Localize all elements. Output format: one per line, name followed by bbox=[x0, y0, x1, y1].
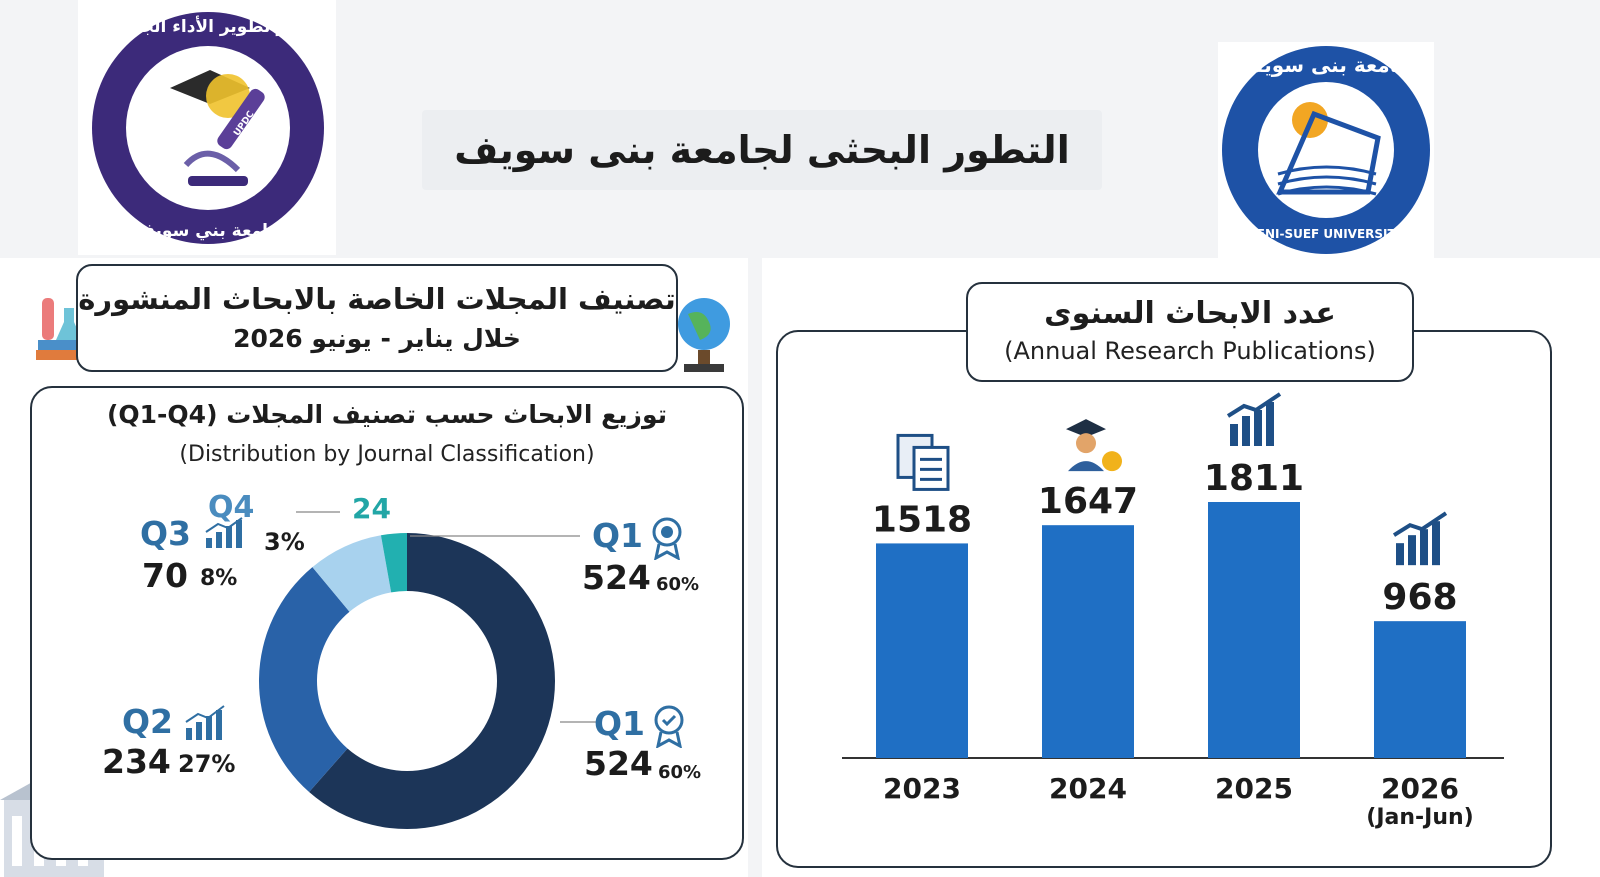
q1-bottom-pct: 60% bbox=[658, 762, 702, 783]
lab-flasks-icon bbox=[36, 298, 96, 360]
award-icon bbox=[650, 516, 684, 564]
bar-value-label: 1518 bbox=[872, 499, 972, 540]
bar-2024 bbox=[1042, 525, 1134, 758]
bar-chart: 1518 2023 1647 2024 1811 2025 968 2026(Jan-Jun) bbox=[842, 392, 1504, 830]
x-tick-label: 2025 bbox=[1215, 772, 1293, 805]
growth-chart-icon bbox=[1226, 392, 1282, 446]
award-icon bbox=[652, 704, 686, 752]
bar-growth-icon bbox=[184, 704, 228, 746]
donut-chart bbox=[258, 533, 555, 829]
growth-chart-icon bbox=[1392, 511, 1448, 566]
left-panel-subtitle: خلال يناير - يونيو 2026 bbox=[233, 324, 521, 353]
bsu-bottom-text: BENI-SUEF UNIVERSITY bbox=[1248, 227, 1405, 241]
right-title-box: عدد الابحاث السنوى (Annual Research Publ… bbox=[966, 282, 1414, 382]
documents-icon bbox=[896, 433, 950, 491]
q3-pct: 8% bbox=[200, 566, 238, 591]
q1-bottom-value: 524 bbox=[584, 744, 653, 783]
q3-value: 70 bbox=[142, 556, 188, 595]
donut-title: توزيع الابحاث حسب تصنيف المجلات (Q1-Q4) bbox=[106, 400, 668, 429]
bar-2023 bbox=[876, 543, 968, 758]
q1-top-value: 524 bbox=[582, 558, 651, 597]
q2-label: Q2 bbox=[122, 702, 174, 741]
bar-value-label: 1647 bbox=[1038, 481, 1138, 522]
q1-top-pct: 60% bbox=[656, 574, 700, 595]
bar-value-label: 1811 bbox=[1204, 458, 1304, 499]
donut-subtitle: (Distribution by Journal Classification) bbox=[179, 442, 595, 467]
bars-subtitle: (Annual Research Publications) bbox=[1004, 337, 1376, 365]
x-tick-label: 2023 bbox=[883, 772, 961, 805]
bar-2025 bbox=[1208, 502, 1300, 758]
updc-arc-text: مركز تطوير الأداء الجامعي bbox=[98, 16, 318, 37]
q3-label: Q3 bbox=[140, 514, 192, 553]
bars-title: عدد الابحاث السنوى bbox=[1044, 296, 1336, 331]
donut-slice-q3 bbox=[312, 535, 392, 612]
x-tick-label: 2026 bbox=[1381, 772, 1459, 805]
leader-lines bbox=[296, 511, 598, 723]
updc-bottom-text: جامعة بني سويف bbox=[135, 221, 280, 241]
q4-value: 24 bbox=[352, 492, 391, 525]
donut-slice-q1 bbox=[309, 533, 555, 829]
left-panel-title: تصنيف المجلات الخاصة بالابحاث المنشورة bbox=[78, 282, 676, 316]
header-title-strip: التطور البحثى لجامعة بنى سويف bbox=[422, 110, 1102, 190]
bsu-logo: جامعة بنى سويف BENI-SUEF UNIVERSITY bbox=[1218, 42, 1434, 258]
q1-top-label: Q1 bbox=[592, 516, 644, 555]
donut-slice-q2 bbox=[258, 567, 350, 793]
journal-classification-panel: تصنيف المجلات الخاصة بالابحاث المنشورة خ… bbox=[0, 258, 748, 877]
donut-slice-q4 bbox=[380, 533, 407, 593]
bsu-arc-text: جامعة بنى سويف bbox=[1240, 53, 1411, 77]
x-tick-label: 2024 bbox=[1049, 772, 1127, 805]
q4-label: Q4 bbox=[208, 490, 255, 525]
bar-2026 bbox=[1374, 621, 1466, 758]
page-title: التطور البحثى لجامعة بنى سويف bbox=[454, 128, 1070, 172]
q4-pct: 3% bbox=[264, 528, 305, 556]
bar-value-label: 968 bbox=[1382, 577, 1457, 618]
q1-bottom-label: Q1 bbox=[594, 704, 646, 743]
q2-pct: 27% bbox=[178, 750, 236, 778]
bar-growth-icon bbox=[204, 516, 244, 554]
graduate-money-icon bbox=[1066, 419, 1122, 472]
annual-publications-panel: عدد الابحاث السنوى (Annual Research Publ… bbox=[762, 258, 1600, 877]
q2-value: 234 bbox=[102, 742, 171, 781]
left-title-box: تصنيف المجلات الخاصة بالابحاث المنشورة خ… bbox=[76, 264, 678, 372]
updc-logo: مركز تطوير الأداء الجامعي جامعة بني سويف… bbox=[78, 0, 336, 255]
globe-icon bbox=[678, 298, 730, 372]
x-tick-note: (Jan-Jun) bbox=[1366, 805, 1473, 830]
